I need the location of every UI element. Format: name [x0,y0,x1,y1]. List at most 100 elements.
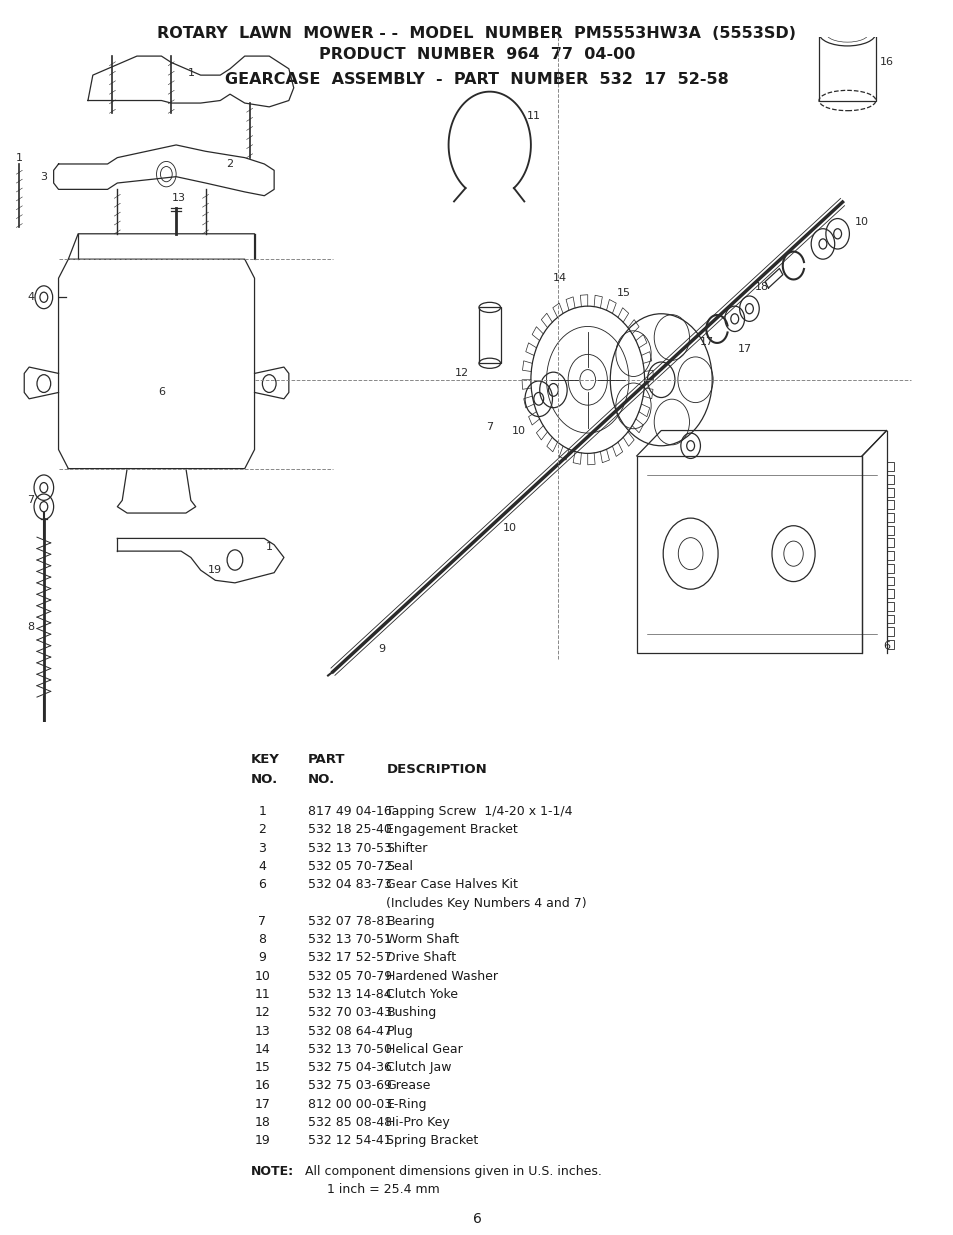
Text: NO.: NO. [251,773,278,787]
Text: 13: 13 [254,1025,270,1037]
Text: 6: 6 [258,878,266,892]
Text: Bearing: Bearing [386,915,435,927]
Bar [885,475,893,484]
Text: 4: 4 [258,860,266,873]
Text: Worm Shaft: Worm Shaft [386,934,459,946]
Text: Spring Bracket: Spring Bracket [386,1134,478,1147]
Bar [885,462,893,472]
Bar [885,577,893,585]
Text: 12: 12 [455,368,469,378]
Bar [885,526,893,535]
Text: 812 00 00-03: 812 00 00-03 [308,1098,392,1110]
Text: 19: 19 [254,1134,270,1147]
Text: 15: 15 [617,289,630,299]
Text: 10: 10 [502,524,516,534]
Bar [885,601,893,611]
Text: Grease: Grease [386,1079,431,1093]
Text: Hi-Pro Key: Hi-Pro Key [386,1116,450,1129]
Bar [478,308,500,363]
Text: 16: 16 [879,58,893,68]
Text: E-Ring: E-Ring [386,1098,426,1110]
Text: 532 85 08-48: 532 85 08-48 [308,1116,392,1129]
Bar [885,589,893,598]
Text: GEARCASE  ASSEMBLY  -  PART  NUMBER  532  17  52-58: GEARCASE ASSEMBLY - PART NUMBER 532 17 5… [225,72,728,86]
Text: Bushing: Bushing [386,1007,436,1019]
Text: 4: 4 [28,293,34,303]
Text: 532 13 70-53: 532 13 70-53 [308,842,392,855]
Text: 17: 17 [700,337,714,347]
Text: 532 75 03-69: 532 75 03-69 [308,1079,392,1093]
Text: NOTE:: NOTE: [251,1165,294,1178]
Text: 10: 10 [254,969,270,983]
Text: Engagement Bracket: Engagement Bracket [386,824,517,836]
Bar [885,488,893,496]
Text: 6: 6 [882,641,889,651]
Text: Gear Case Halves Kit: Gear Case Halves Kit [386,878,517,892]
Text: 532 17 52-57: 532 17 52-57 [308,951,392,965]
Text: Hardened Washer: Hardened Washer [386,969,497,983]
Text: (Includes Key Numbers 4 and 7): (Includes Key Numbers 4 and 7) [386,897,586,910]
Text: Shifter: Shifter [386,842,427,855]
Text: 532 70 03-43: 532 70 03-43 [308,1007,392,1019]
Text: NO.: NO. [308,773,335,787]
Bar [885,640,893,648]
Text: DESCRIPTION: DESCRIPTION [386,763,487,777]
Text: 532 05 70-79: 532 05 70-79 [308,969,392,983]
Text: 11: 11 [254,988,270,1002]
Text: 532 13 70-51: 532 13 70-51 [308,934,392,946]
Text: 9: 9 [258,951,266,965]
Text: All component dimensions given in U.S. inches.: All component dimensions given in U.S. i… [301,1165,601,1178]
Text: Tapping Screw  1/4-20 x 1-1/4: Tapping Screw 1/4-20 x 1-1/4 [386,805,572,819]
Text: ROTARY  LAWN  MOWER - -  MODEL  NUMBER  PM5553HW3A  (5553SD): ROTARY LAWN MOWER - - MODEL NUMBER PM555… [157,26,796,41]
Bar [885,551,893,559]
Text: 14: 14 [254,1042,270,1056]
Text: 6: 6 [158,388,165,398]
Text: 17: 17 [737,345,751,354]
Text: 17: 17 [254,1098,270,1110]
Text: 2: 2 [226,159,233,169]
Text: 3: 3 [40,172,48,182]
Text: 532 18 25-40: 532 18 25-40 [308,824,392,836]
Text: 1: 1 [266,542,273,552]
Text: 10: 10 [854,217,868,227]
Text: 1: 1 [258,805,266,819]
Bar [636,456,862,652]
Text: 10: 10 [512,426,526,436]
Text: PRODUCT  NUMBER  964  77  04-00: PRODUCT NUMBER 964 77 04-00 [318,47,635,62]
Text: 532 08 64-47: 532 08 64-47 [308,1025,392,1037]
Text: PART: PART [308,753,345,767]
Text: 8: 8 [258,934,266,946]
Bar [885,513,893,522]
Bar [885,538,893,547]
Text: 6: 6 [472,1212,481,1226]
Text: 532 75 04-36: 532 75 04-36 [308,1061,392,1074]
Text: KEY: KEY [251,753,279,767]
Text: 1: 1 [187,68,194,78]
Text: 1: 1 [16,153,23,163]
Text: 7: 7 [486,421,493,432]
Text: 15: 15 [254,1061,270,1074]
Text: 13: 13 [172,193,186,204]
Bar [885,615,893,624]
Text: Clutch Yoke: Clutch Yoke [386,988,457,1002]
Text: 532 05 70-72: 532 05 70-72 [308,860,392,873]
Bar [885,627,893,636]
Text: Plug: Plug [386,1025,413,1037]
Text: Drive Shaft: Drive Shaft [386,951,456,965]
Text: 532 13 14-84: 532 13 14-84 [308,988,392,1002]
Text: Clutch Jaw: Clutch Jaw [386,1061,452,1074]
Text: 532 12 54-41: 532 12 54-41 [308,1134,392,1147]
Text: 817 49 04-16: 817 49 04-16 [308,805,392,819]
Text: 532 04 83-73: 532 04 83-73 [308,878,392,892]
Text: 7: 7 [258,915,266,927]
Text: 532 13 70-50: 532 13 70-50 [308,1042,392,1056]
Text: 19: 19 [208,566,222,576]
Text: 9: 9 [378,643,385,653]
Text: 18: 18 [755,282,768,293]
Text: Helical Gear: Helical Gear [386,1042,462,1056]
Text: 12: 12 [254,1007,270,1019]
Text: 3: 3 [258,842,266,855]
Bar [885,564,893,573]
Text: 18: 18 [254,1116,270,1129]
Text: 1 inch = 25.4 mm: 1 inch = 25.4 mm [327,1183,439,1197]
